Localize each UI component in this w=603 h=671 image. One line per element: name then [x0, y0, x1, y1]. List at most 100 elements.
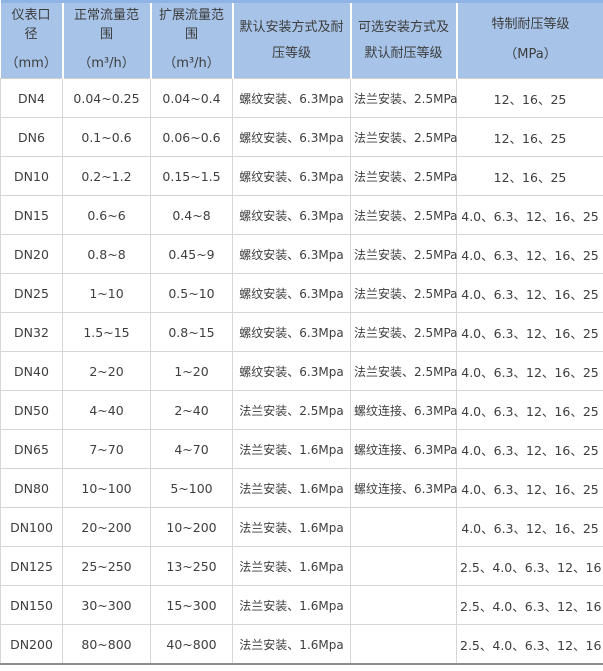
cell-optional-installation: 法兰安装、2.5MPa [350, 117, 458, 157]
table-body: DN4 0.04~0.25 0.04~0.4 螺纹安装、6.3Mpa 法兰安装、2.5M… [0, 78, 603, 665]
cell-extended-flow-range: 40~800 [150, 624, 233, 665]
cell-optional-installation [350, 546, 457, 586]
cell-normal-flow-range: 0.04~0.25 [62, 78, 151, 118]
cell-default-installation: 法兰安装、2.5Mpa [232, 390, 351, 430]
table-row: DN200 80~800 40~800 法兰安装、1.6Mpa 2.5、4.0、6.3、… [0, 624, 603, 665]
cell-diameter: DN150 [0, 585, 63, 625]
column-header-title: 正常流量范围 [73, 7, 139, 42]
cell-default-installation: 螺纹安装、6.3Mpa [232, 117, 351, 157]
cell-extended-flow-range: 0.4~8 [150, 195, 233, 235]
cell-extended-flow-range: 0.06~0.6 [150, 117, 233, 157]
cell-default-installation: 螺纹安装、6.3Mpa [232, 234, 351, 274]
cell-default-installation: 螺纹安装、6.3Mpa [232, 351, 351, 391]
cell-diameter: DN80 [0, 468, 63, 508]
table-row: DN15 0.6~6 0.4~8 螺纹安装、6.3Mpa 法兰安装、2.5MPa 4.0、… [0, 195, 603, 235]
column-header-normal-flow-range: 正常流量范围 （m³/h） [61, 0, 151, 79]
cell-optional-installation: 法兰安装、2.5MPa [350, 78, 458, 118]
cell-special-pressure-rating: 12、16、25 [456, 78, 603, 118]
cell-special-pressure-rating: 2.5、4.0、6.3、12、16 [456, 546, 603, 586]
cell-normal-flow-range: 80~800 [62, 624, 151, 665]
cell-normal-flow-range: 0.2~1.2 [62, 156, 151, 196]
column-header-title: 默认安装方式及耐压等级 [239, 19, 344, 61]
cell-optional-installation: 螺纹连接、6.3MPa [350, 429, 458, 469]
cell-special-pressure-rating: 4.0、6.3、12、16、25 [456, 429, 603, 469]
cell-extended-flow-range: 13~250 [150, 546, 233, 586]
cell-optional-installation: 法兰安装、2.5MPa [350, 351, 458, 391]
column-header-unit: （m³/h） [163, 56, 220, 72]
column-header-optional-installation: 可选安装方式及默认耐压等级 [349, 0, 457, 79]
cell-special-pressure-rating: 4.0、6.3、12、16、25 [456, 507, 603, 547]
cell-default-installation: 螺纹安装、6.3Mpa [232, 312, 351, 352]
column-header-title: 扩展流量范围 [158, 7, 224, 42]
cell-extended-flow-range: 0.5~10 [150, 273, 233, 313]
cell-special-pressure-rating: 2.5、4.0、6.3、12、16 [456, 585, 603, 625]
cell-default-installation: 法兰安装、1.6Mpa [232, 546, 351, 586]
cell-normal-flow-range: 1.5~15 [62, 312, 151, 352]
cell-optional-installation [350, 507, 457, 547]
table-row: DN100 20~200 10~200 法兰安装、1.6Mpa 4.0、6.3、12、1… [0, 507, 603, 547]
cell-default-installation: 法兰安装、1.6Mpa [232, 624, 351, 665]
column-header-title: 仪表口径 [11, 7, 51, 42]
column-header-unit: （m³/h） [78, 56, 135, 72]
cell-optional-installation: 螺纹连接、6.3MPa [350, 468, 458, 508]
cell-diameter: DN100 [0, 507, 63, 547]
cell-normal-flow-range: 7~70 [62, 429, 151, 469]
cell-normal-flow-range: 4~40 [62, 390, 151, 430]
cell-special-pressure-rating: 4.0、6.3、12、16、25 [456, 273, 603, 313]
cell-optional-installation: 法兰安装、2.5MPa [350, 234, 458, 274]
cell-diameter: DN65 [0, 429, 63, 469]
table-header: 仪表口径 （mm） 正常流量范围 （m³/h） 扩展流量范围 （m³/h） 默认… [0, 0, 603, 79]
cell-diameter: DN32 [0, 312, 63, 352]
cell-special-pressure-rating: 4.0、6.3、12、16、25 [456, 390, 603, 430]
cell-normal-flow-range: 0.6~6 [62, 195, 151, 235]
cell-special-pressure-rating: 4.0、6.3、12、16、25 [456, 195, 603, 235]
cell-diameter: DN20 [0, 234, 63, 274]
cell-extended-flow-range: 5~100 [150, 468, 233, 508]
cell-extended-flow-range: 0.8~15 [150, 312, 233, 352]
cell-extended-flow-range: 2~40 [150, 390, 233, 430]
cell-optional-installation: 法兰安装、2.5MPa [350, 195, 458, 235]
cell-extended-flow-range: 15~300 [150, 585, 233, 625]
cell-special-pressure-rating: 4.0、6.3、12、16、25 [456, 351, 603, 391]
column-header-diameter: 仪表口径 （mm） [0, 0, 63, 79]
header-row: 仪表口径 （mm） 正常流量范围 （m³/h） 扩展流量范围 （m³/h） 默认… [0, 0, 603, 79]
cell-extended-flow-range: 1~20 [150, 351, 233, 391]
table-row: DN32 1.5~15 0.8~15 螺纹安装、6.3Mpa 法兰安装、2.5MPa 4.… [0, 312, 603, 352]
cell-extended-flow-range: 0.15~1.5 [150, 156, 233, 196]
cell-special-pressure-rating: 12、16、25 [456, 117, 603, 157]
cell-default-installation: 螺纹安装、6.3Mpa [232, 156, 351, 196]
cell-special-pressure-rating: 4.0、6.3、12、16、25 [456, 234, 603, 274]
table-row: DN6 0.1~0.6 0.06~0.6 螺纹安装、6.3Mpa 法兰安装、2.5MPa… [0, 117, 603, 157]
cell-special-pressure-rating: 4.0、6.3、12、16、25 [456, 468, 603, 508]
cell-diameter: DN4 [0, 78, 63, 118]
cell-normal-flow-range: 25~250 [62, 546, 151, 586]
cell-diameter: DN15 [0, 195, 63, 235]
cell-optional-installation: 法兰安装、2.5MPa [350, 312, 458, 352]
cell-default-installation: 螺纹安装、6.3Mpa [232, 78, 351, 118]
column-header-default-installation: 默认安装方式及耐压等级 [231, 0, 351, 79]
cell-special-pressure-rating: 12、16、25 [456, 156, 603, 196]
cell-diameter: DN125 [0, 546, 63, 586]
cell-normal-flow-range: 0.8~8 [62, 234, 151, 274]
cell-special-pressure-rating: 2.5、4.0、6.3、12、16 [456, 624, 603, 665]
column-header-unit: （MPa） [504, 47, 557, 62]
table-row: DN20 0.8~8 0.45~9 螺纹安装、6.3Mpa 法兰安装、2.5MPa 4.0… [0, 234, 603, 274]
table-row: DN10 0.2~1.2 0.15~1.5 螺纹安装、6.3Mpa 法兰安装、2.5MP… [0, 156, 603, 196]
table-row: DN65 7~70 4~70 法兰安装、1.6Mpa 螺纹连接、6.3MPa 4.0、6.… [0, 429, 603, 469]
cell-optional-installation: 法兰安装、2.5MPa [350, 273, 458, 313]
cell-default-installation: 螺纹安装、6.3Mpa [232, 195, 351, 235]
table-row: DN80 10~100 5~100 法兰安装、1.6Mpa 螺纹连接、6.3MPa 4.0… [0, 468, 603, 508]
cell-diameter: DN6 [0, 117, 63, 157]
cell-special-pressure-rating: 4.0、6.3、12、16、25 [456, 312, 603, 352]
table-row: DN25 1~10 0.5~10 螺纹安装、6.3Mpa 法兰安装、2.5MPa 4.0、… [0, 273, 603, 313]
cell-normal-flow-range: 30~300 [62, 585, 151, 625]
table-row: DN40 2~20 1~20 螺纹安装、6.3Mpa 法兰安装、2.5MPa 4.0、6.… [0, 351, 603, 391]
cell-extended-flow-range: 10~200 [150, 507, 233, 547]
cell-diameter: DN40 [0, 351, 63, 391]
cell-optional-installation: 法兰安装、2.5MPa [350, 156, 458, 196]
cell-diameter: DN50 [0, 390, 63, 430]
table-row: DN125 25~250 13~250 法兰安装、1.6Mpa 2.5、4.0、6.3、… [0, 546, 603, 586]
cell-normal-flow-range: 0.1~0.6 [62, 117, 151, 157]
table-row: DN50 4~40 2~40 法兰安装、2.5Mpa 螺纹连接、6.3MPa 4.0、6.… [0, 390, 603, 430]
